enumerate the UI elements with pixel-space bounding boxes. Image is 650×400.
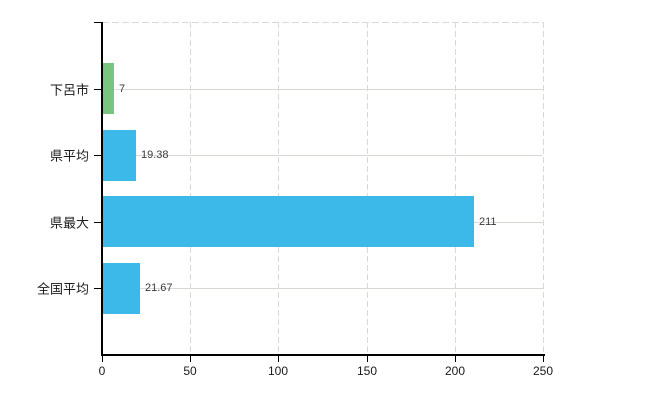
y-axis-tick — [94, 155, 102, 156]
x-axis-tick — [367, 356, 368, 362]
vertical-gridline — [278, 22, 279, 355]
vertical-gridline — [455, 22, 456, 355]
x-axis-tick — [543, 356, 544, 362]
x-axis-tick — [455, 356, 456, 362]
category-label: 県最大 — [49, 215, 89, 231]
x-axis-tick — [190, 356, 191, 362]
y-axis-end-tick — [94, 22, 102, 23]
plot-top-border — [102, 22, 543, 23]
y-axis-tick — [94, 288, 102, 289]
horizontal-gridline — [102, 288, 543, 289]
y-axis-tick — [94, 89, 102, 90]
category-label: 全国平均 — [36, 281, 89, 297]
value-label: 19.38 — [141, 149, 169, 161]
bar-1 — [102, 63, 114, 114]
vertical-gridline — [543, 22, 544, 355]
y-axis-tick — [94, 222, 102, 223]
y-axis — [101, 22, 103, 356]
horizontal-gridline — [102, 155, 543, 156]
vertical-gridline — [367, 22, 368, 355]
value-label: 7 — [119, 83, 126, 95]
bar-3 — [102, 196, 474, 247]
category-label: 下呂市 — [49, 82, 89, 98]
x-axis-tick-label: 0 — [98, 364, 106, 378]
vertical-gridline — [190, 22, 191, 355]
bar-4 — [102, 263, 140, 314]
x-axis-tick — [102, 356, 103, 362]
x-axis-tick-label: 200 — [444, 364, 466, 378]
x-axis-tick — [278, 356, 279, 362]
value-label: 21.67 — [145, 282, 173, 294]
x-axis-tick-label: 50 — [183, 364, 197, 378]
x-axis-tick-label: 100 — [267, 364, 289, 378]
value-label: 211 — [479, 216, 497, 228]
horizontal-gridline — [102, 89, 543, 90]
x-axis-tick-label: 250 — [532, 364, 554, 378]
x-axis — [101, 354, 545, 356]
x-axis-tick-label: 150 — [356, 364, 378, 378]
category-label: 県平均 — [49, 148, 89, 164]
bar-2 — [102, 130, 136, 181]
